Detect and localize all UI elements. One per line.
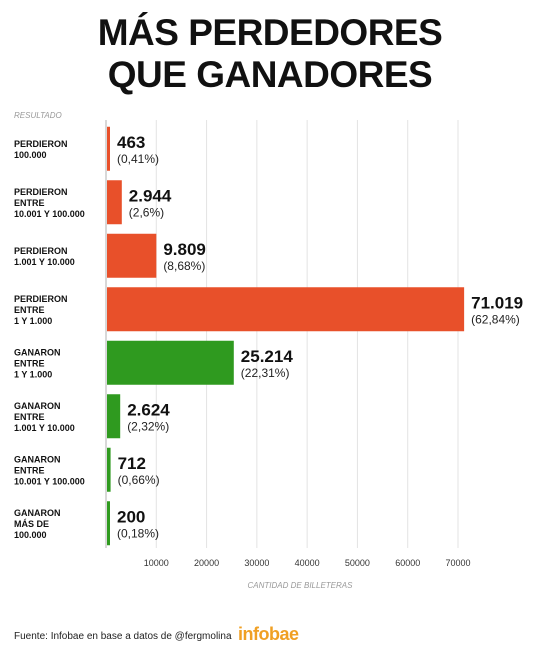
bar-0	[107, 126, 110, 171]
category-label-6-0: GANARON	[14, 454, 61, 464]
category-label-4-2: 1 Y 1.000	[14, 369, 52, 379]
x-tick-label-4: 50000	[345, 558, 370, 568]
category-label-2-1: 1.001 Y 10.000	[14, 257, 75, 267]
category-label-7-0: GANARON	[14, 508, 61, 518]
value-label-0: 463	[117, 133, 145, 152]
percent-label-7: (0,18%)	[117, 526, 159, 540]
category-label-2-0: PERDIERON	[14, 246, 68, 256]
value-label-6: 712	[118, 454, 146, 473]
category-label-3-2: 1 Y 1.000	[14, 316, 52, 326]
category-label-4-0: GANARON	[14, 347, 61, 357]
value-label-1: 2.944	[129, 186, 172, 205]
category-label-0-1: 100.000	[14, 150, 47, 160]
category-label-1-2: 10.001 Y 100.000	[14, 209, 85, 219]
category-label-7-1: MÁS DE	[14, 519, 49, 529]
bar-3	[107, 287, 465, 332]
category-label-6-2: 10.001 Y 100.000	[14, 476, 85, 486]
value-label-2: 9.809	[163, 240, 206, 259]
bar-5	[107, 394, 121, 439]
bar-2	[107, 233, 157, 278]
category-label-1-1: ENTRE	[14, 198, 45, 208]
category-label-3-1: ENTRE	[14, 305, 45, 315]
chart-title-line-1: MÁS PERDEDORES	[97, 12, 443, 53]
category-label-0-0: PERDIERON	[14, 139, 68, 149]
chart-title: MÁS PERDEDORES QUE GANADORES	[0, 12, 540, 96]
percent-label-5: (2,32%)	[127, 419, 169, 433]
infobae-logo: infobae	[238, 624, 299, 644]
value-label-3: 71.019	[471, 293, 523, 312]
bar-6	[107, 447, 111, 492]
percent-label-3: (62,84%)	[471, 312, 520, 326]
category-label-5-1: ENTRE	[14, 412, 45, 422]
bar-4	[107, 340, 234, 385]
value-label-7: 200	[117, 507, 145, 526]
category-label-1-0: PERDIERON	[14, 187, 68, 197]
x-axis-title: CANTIDAD DE BILLETERAS	[248, 581, 354, 590]
x-tick-label-6: 70000	[445, 558, 470, 568]
percent-label-6: (0,66%)	[118, 473, 160, 487]
x-tick-label-0: 10000	[144, 558, 169, 568]
percent-label-0: (0,41%)	[117, 152, 159, 166]
category-label-5-0: GANARON	[14, 401, 61, 411]
percent-label-2: (8,68%)	[163, 259, 205, 273]
category-label-3-0: PERDIERON	[14, 294, 68, 304]
category-label-6-1: ENTRE	[14, 465, 45, 475]
category-label-4-1: ENTRE	[14, 358, 45, 368]
category-label-5-2: 1.001 Y 10.000	[14, 423, 75, 433]
value-label-4: 25.214	[241, 347, 294, 366]
source-note: Fuente: Infobae en base a datos de @ferg…	[14, 631, 232, 642]
x-tick-label-3: 40000	[295, 558, 320, 568]
y-axis-title: RESULTADO	[14, 111, 62, 120]
chart-title-line-2: QUE GANADORES	[107, 54, 433, 95]
x-tick-label-2: 30000	[244, 558, 269, 568]
percent-label-4: (22,31%)	[241, 366, 290, 380]
percent-label-1: (2,6%)	[129, 205, 164, 219]
category-label-7-2: 100.000	[14, 530, 47, 540]
bar-1	[107, 180, 122, 225]
value-label-5: 2.624	[127, 400, 170, 419]
x-tick-label-1: 20000	[194, 558, 219, 568]
x-tick-label-5: 60000	[395, 558, 420, 568]
bar-7	[107, 501, 110, 546]
